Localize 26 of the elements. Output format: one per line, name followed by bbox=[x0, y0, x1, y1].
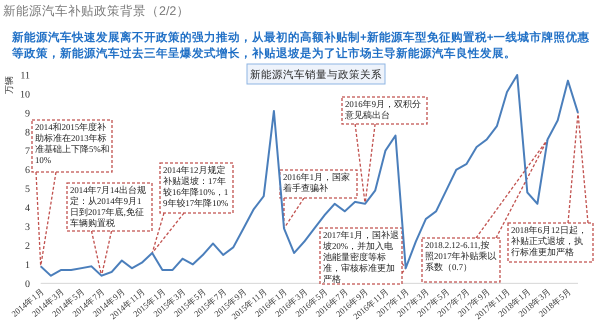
annotation: 2017年1月，国补退坡20%，并加入电池能量密度等标准，审核标准更加严格 bbox=[323, 230, 400, 285]
y-tick-label: 9 bbox=[25, 108, 30, 120]
y-axis-title: 万辆 bbox=[4, 76, 14, 94]
annotation: 2014年7月14出台规定：从2014年9月1日到2017年底,免征车辆购置税 bbox=[70, 185, 147, 229]
y-tick-label: 0 bbox=[25, 278, 30, 290]
y-tick-label: 1 bbox=[25, 260, 30, 271]
chart-title-box: 新能源汽车销量与政策关系 bbox=[246, 64, 386, 84]
annotation: 2014年12月规定补贴退坡：17年较16年降10%，19年较17年降10% bbox=[163, 165, 230, 209]
y-tick-label: 8 bbox=[25, 127, 30, 138]
chart-title: 新能源汽车补贴政策背景（2/2） bbox=[3, 3, 190, 20]
annotation: 新能源汽车销量与政策关系 bbox=[250, 68, 382, 81]
annotation: 2016年9月，双积分意见稿出台 bbox=[345, 99, 422, 121]
chart-subtitle: 新能源汽车快速发展离不开政策的强力推动，从最初的高额补贴制+新能源车型免征购置税+一线城市牌照优惠等政策，新能源汽车过去三年呈爆发式增长，补贴退坡是为了让市场主导新能源汽车良性发展。 bbox=[12, 30, 591, 62]
y-tick-label: 6 bbox=[25, 165, 30, 176]
y-tick-label: 4 bbox=[25, 203, 30, 214]
y-tick-label: 2 bbox=[25, 240, 30, 252]
y-tick-label: 3 bbox=[25, 222, 30, 233]
y-tick-label: 11 bbox=[20, 70, 30, 82]
annotation: 2018.2.12-6.11,按照2017年补贴乘以系数（0.7） bbox=[425, 240, 498, 273]
y-tick-label: 7 bbox=[25, 146, 30, 158]
annotation: 2016年1月，国家着手查骗补 bbox=[283, 172, 351, 194]
annotation: 2018年6月12日起，补贴正式退坡，执行标准更加严格 bbox=[511, 225, 588, 258]
y-tick-label: 5 bbox=[25, 184, 30, 196]
annotation: 2017年1月，国补退坡20%，并加入电池能量密度等标准，审核标准更加严格 bbox=[319, 227, 406, 285]
annotation: 2014和2015年度补助标准在2013年标准基础上下降5%和10% bbox=[35, 122, 110, 166]
y-tick-label: 10 bbox=[20, 89, 30, 100]
